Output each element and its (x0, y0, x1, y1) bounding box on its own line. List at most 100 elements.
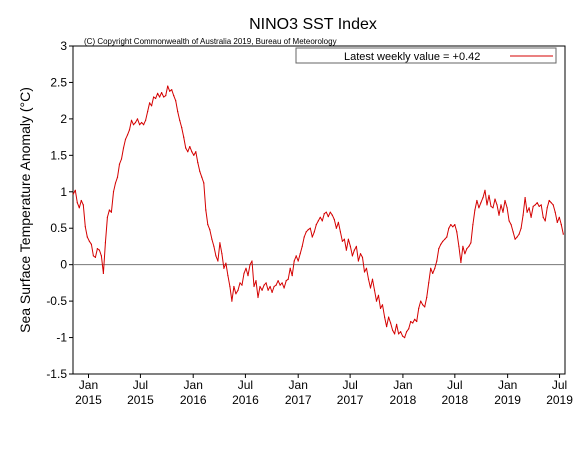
data-point (106, 216, 108, 218)
data-point (379, 307, 382, 309)
data-point (331, 214, 333, 216)
data-point (193, 154, 195, 156)
data-point (251, 260, 253, 262)
data-point (528, 207, 530, 209)
data-point (546, 207, 548, 209)
data-point (181, 127, 183, 129)
data-point (167, 85, 169, 87)
x-tick-month: Jul (342, 378, 357, 392)
data-point (442, 240, 444, 242)
data-point (472, 224, 474, 226)
data-point (371, 278, 374, 280)
data-point (179, 119, 181, 121)
data-point (283, 287, 285, 289)
data-point (345, 249, 347, 251)
data-point (130, 119, 133, 121)
data-point (422, 304, 424, 306)
data-point (96, 248, 98, 250)
data-point (365, 267, 368, 269)
y-tick-label: 0 (60, 258, 67, 272)
data-point (305, 231, 307, 233)
data-point (175, 100, 177, 102)
data-point (237, 289, 239, 291)
data-point (361, 256, 364, 258)
x-tick-month: Jan (498, 378, 517, 392)
data-point (500, 204, 502, 206)
data-point (337, 221, 339, 223)
data-point (74, 189, 76, 191)
data-point (474, 209, 476, 211)
data-point (532, 205, 534, 207)
data-point (319, 216, 321, 218)
data-point (434, 267, 436, 269)
data-point (126, 134, 129, 136)
data-point (363, 271, 366, 273)
data-point (259, 285, 261, 288)
data-point (153, 96, 155, 98)
data-point (183, 136, 185, 138)
data-point (134, 121, 137, 124)
data-point (80, 199, 82, 202)
data-point (88, 240, 90, 242)
data-point (281, 282, 283, 284)
data-point (157, 92, 159, 94)
data-point (412, 322, 414, 324)
data-point (329, 211, 331, 213)
data-point (349, 245, 351, 247)
data-point (291, 275, 293, 277)
y-axis-label: Sea Surface Temperature Anomaly (°C) (17, 87, 33, 333)
data-point (526, 211, 528, 213)
data-point (327, 216, 329, 218)
data-point (120, 158, 123, 160)
data-point (94, 256, 96, 258)
data-point (498, 214, 500, 216)
data-point (456, 231, 458, 233)
data-point (225, 262, 227, 264)
data-point (454, 224, 456, 226)
data-point (538, 205, 540, 207)
data-point (554, 211, 556, 213)
data-point (552, 204, 554, 206)
data-point (132, 124, 135, 126)
data-point (556, 221, 558, 223)
data-point (343, 238, 345, 240)
data-point (141, 121, 143, 124)
y-tick-label: -0.5 (46, 294, 67, 308)
data-point (520, 227, 522, 229)
data-point (478, 207, 480, 209)
x-tick-month: Jul (552, 378, 567, 392)
data-point (169, 90, 171, 92)
data-point (199, 170, 201, 172)
data-point (114, 182, 117, 184)
x-tick-year: 2016 (232, 393, 259, 407)
data-point (468, 245, 470, 247)
data-point (452, 226, 454, 228)
data-point (261, 289, 263, 291)
data-point (490, 205, 492, 207)
y-axis: -1.5 -1 -0.5 0 0.5 1 1.5 2 2.5 3 (46, 39, 73, 381)
x-tick-year: 2016 (180, 393, 207, 407)
data-point (333, 218, 335, 221)
data-point (147, 111, 149, 113)
data-point (416, 320, 418, 323)
data-point (299, 253, 301, 255)
data-point (492, 207, 494, 209)
data-point (522, 214, 524, 216)
data-point (432, 272, 434, 274)
data-point (548, 199, 550, 202)
data-point (239, 282, 241, 284)
y-tick-label: 2 (60, 112, 67, 126)
data-point (185, 147, 187, 149)
data-point (303, 236, 305, 238)
x-tick-year: 2018 (441, 393, 468, 407)
data-point (558, 216, 560, 218)
data-point (171, 89, 173, 91)
data-point (347, 238, 349, 240)
data-point (136, 118, 139, 120)
data-point (201, 176, 203, 178)
data-point (271, 291, 273, 293)
data-point (221, 253, 223, 255)
data-point (86, 236, 88, 238)
data-point (375, 300, 378, 302)
data-point (102, 272, 104, 274)
